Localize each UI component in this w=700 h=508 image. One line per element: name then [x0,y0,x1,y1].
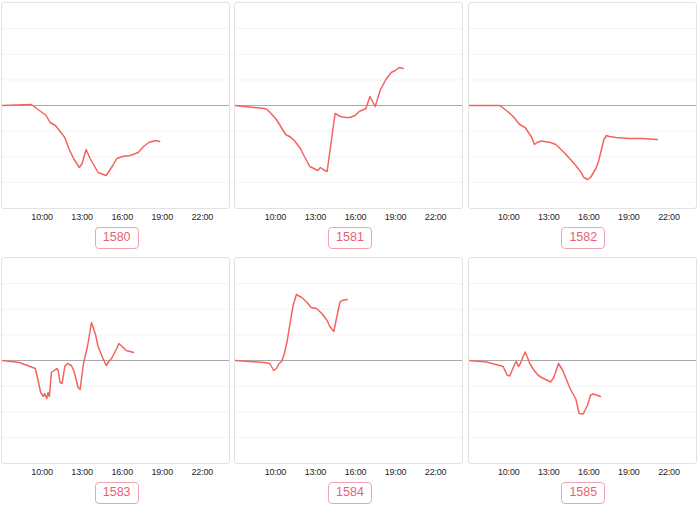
line-chart-1581 [234,2,463,209]
x-tick-label: 22:00 [658,212,680,222]
x-tick-label: 10:00 [31,467,53,477]
chip-row: 1580 [0,227,233,249]
x-tick-label: 16:00 [578,212,600,222]
x-tick-label: 19:00 [385,212,407,222]
x-tick-label: 13:00 [538,467,560,477]
x-tick-label: 19:00 [385,467,407,477]
x-tick-label: 13:00 [305,212,327,222]
line-chart-1585 [468,257,697,464]
chart-panel-1582: 10:00 13:00 16:00 19:00 22:00 1582 [467,0,700,255]
x-axis-1584: 10:00 13:00 16:00 19:00 22:00 [234,467,463,478]
x-tick-label: 22:00 [192,467,214,477]
chart-id-chip-1585[interactable]: 1585 [561,482,605,504]
chip-row: 1584 [233,482,466,504]
chart-panel-1585: 10:00 13:00 16:00 19:00 22:00 1585 [467,255,700,508]
chip-row: 1582 [467,227,700,249]
x-tick-label: 19:00 [151,467,173,477]
chart-id-chip-1582[interactable]: 1582 [561,227,605,249]
x-tick-label: 13:00 [71,212,93,222]
chart-panel-1584: 10:00 13:00 16:00 19:00 22:00 1584 [233,255,466,508]
chart-panel-1583: 10:00 13:00 16:00 19:00 22:00 1583 [0,255,233,508]
x-axis-1583: 10:00 13:00 16:00 19:00 22:00 [1,467,230,478]
x-tick-label: 22:00 [658,467,680,477]
x-tick-label: 16:00 [111,212,133,222]
x-tick-label: 13:00 [538,212,560,222]
chart-id-chip-1583[interactable]: 1583 [95,482,139,504]
x-axis-1580: 10:00 13:00 16:00 19:00 22:00 [1,212,230,223]
x-tick-label: 19:00 [618,212,640,222]
line-chart-svg [469,258,696,463]
sparkline-grid: 10:00 13:00 16:00 19:00 22:00 1580 10:00 13:0… [0,0,700,508]
x-tick-label: 16:00 [111,467,133,477]
chart-id-chip-1580[interactable]: 1580 [95,227,139,249]
line-chart-svg [2,3,229,208]
chart-panel-1580: 10:00 13:00 16:00 19:00 22:00 1580 [0,0,233,255]
chip-row: 1581 [233,227,466,249]
x-tick-label: 13:00 [71,467,93,477]
x-tick-label: 22:00 [192,212,214,222]
chip-row: 1585 [467,482,700,504]
chart-id-chip-1584[interactable]: 1584 [328,482,372,504]
x-tick-label: 16:00 [345,212,367,222]
x-tick-label: 16:00 [578,467,600,477]
x-tick-label: 10:00 [265,467,287,477]
x-tick-label: 22:00 [425,212,447,222]
line-chart-svg [235,258,462,463]
x-tick-label: 22:00 [425,467,447,477]
x-axis-1582: 10:00 13:00 16:00 19:00 22:00 [468,212,697,223]
line-chart-svg [235,3,462,208]
x-tick-label: 19:00 [151,212,173,222]
x-tick-label: 13:00 [305,467,327,477]
line-chart-1583 [1,257,230,464]
x-tick-label: 10:00 [498,467,520,477]
chart-panel-1581: 10:00 13:00 16:00 19:00 22:00 1581 [233,0,466,255]
x-tick-label: 10:00 [265,212,287,222]
x-tick-label: 16:00 [345,467,367,477]
x-axis-1585: 10:00 13:00 16:00 19:00 22:00 [468,467,697,478]
x-axis-1581: 10:00 13:00 16:00 19:00 22:00 [234,212,463,223]
line-chart-1580 [1,2,230,209]
line-chart-1582 [468,2,697,209]
line-chart-svg [2,258,229,463]
chip-row: 1583 [0,482,233,504]
x-tick-label: 19:00 [618,467,640,477]
chart-id-chip-1581[interactable]: 1581 [328,227,372,249]
x-tick-label: 10:00 [31,212,53,222]
line-chart-1584 [234,257,463,464]
line-chart-svg [469,3,696,208]
x-tick-label: 10:00 [498,212,520,222]
